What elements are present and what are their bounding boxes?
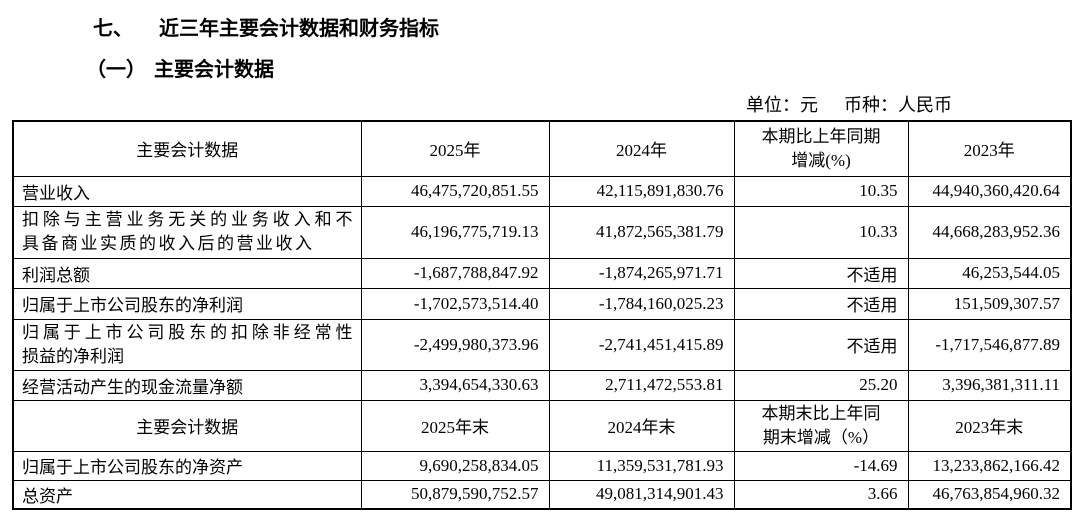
table-row-revenue: 营业收入 46,475,720,851.55 42,115,891,830.76…: [12, 175, 1072, 207]
section-title: 近三年主要会计数据和财务指标: [159, 18, 439, 40]
value-2023: 13,233,862,166.42: [907, 450, 1072, 481]
table-row-adjusted-revenue: 扣除与主营业务无关的业务收入和不 具备商业实质的收入后的营业收入 46,196,…: [12, 205, 1072, 259]
value-change: 10.35: [733, 175, 909, 207]
header-2025: 2025年: [360, 120, 550, 177]
value-2024: -2,741,451,415.89: [548, 318, 735, 371]
row-label: 利润总额: [12, 257, 362, 289]
table-header-row-period-end: 主要会计数据 2025年末 2024年末 本期末比上年同 期末增减（%） 202…: [12, 399, 1072, 452]
row-label-line2: 具备商业实质的收入后的营业收入: [22, 234, 315, 253]
row-label-line2: 损益的净利润: [22, 346, 124, 366]
row-label: 归属于上市公司股东的净利润: [12, 287, 362, 320]
subsection-heading: （一） 主要会计数据: [86, 53, 274, 82]
value-2024: 42,115,891,830.76: [548, 175, 735, 207]
accounting-data-table: 主要会计数据 2025年 2024年 本期比上年同期 增减(%) 2023年 营…: [12, 120, 1072, 510]
value-2025: 50,879,590,752.57: [360, 479, 550, 509]
header-2024: 2024年: [548, 120, 735, 177]
section-number: 七、: [93, 18, 133, 40]
unit-label: 单位：元: [746, 95, 818, 115]
header-change-end: 本期末比上年同 期末增减（%）: [733, 399, 909, 452]
value-2025: -1,702,573,514.40: [360, 287, 550, 320]
section-heading: 七、 近三年主要会计数据和财务指标: [93, 12, 439, 41]
value-2023: 46,763,854,960.32: [907, 479, 1072, 509]
value-change: 3.66: [733, 479, 909, 509]
value-2024: 11,359,531,781.93: [548, 450, 735, 481]
header-change-line2: 增减(%): [791, 150, 851, 170]
value-change: 不适用: [733, 287, 909, 320]
value-2023: 46,253,544.05: [907, 257, 1072, 289]
header-2025-end: 2025年末: [360, 399, 550, 452]
row-label-line1: 归属于上市公司股东的扣除非经常性: [22, 322, 353, 342]
table-row-net-profit: 归属于上市公司股东的净利润 -1,702,573,514.40 -1,784,1…: [12, 287, 1072, 320]
unit-note: 单位：元 币种：人民币: [12, 91, 1070, 117]
row-label: 归属于上市公司股东的扣除非经常性 损益的净利润: [12, 318, 362, 371]
value-2024: -1,874,265,971.71: [548, 257, 735, 289]
value-change: 25.20: [733, 369, 909, 401]
value-2024: 2,711,472,553.81: [548, 369, 735, 401]
table-row-operating-cash-flow: 经营活动产生的现金流量净额 3,394,654,330.63 2,711,472…: [12, 369, 1072, 401]
value-2025: -2,499,980,373.96: [360, 318, 550, 371]
value-2024: -1,784,160,025.23: [548, 287, 735, 320]
value-2025: 9,690,258,834.05: [360, 450, 550, 481]
row-label: 营业收入: [12, 175, 362, 207]
row-label: 总资产: [12, 479, 362, 509]
value-2025: 46,196,775,719.13: [360, 205, 550, 259]
value-2023: 151,509,307.57: [907, 287, 1072, 320]
header-metric: 主要会计数据: [12, 120, 362, 177]
header-change-end-line1: 本期末比上年同: [761, 403, 881, 423]
header-2023-end: 2023年末: [907, 399, 1072, 452]
row-label: 经营活动产生的现金流量净额: [12, 369, 362, 401]
value-change: 不适用: [733, 318, 909, 371]
row-label-line1: 扣除与主营业务无关的业务收入和不: [22, 210, 353, 229]
row-label: 扣除与主营业务无关的业务收入和不 具备商业实质的收入后的营业收入: [12, 205, 362, 259]
value-2025: 46,475,720,851.55: [360, 175, 550, 207]
header-2024-end: 2024年末: [548, 399, 735, 452]
currency-label: 币种：人民币: [844, 95, 952, 115]
header-2023: 2023年: [907, 120, 1072, 177]
value-2023: 3,396,381,311.11: [907, 369, 1072, 401]
table-row-net-profit-excl-nonrecurring: 归属于上市公司股东的扣除非经常性 损益的净利润 -2,499,980,373.9…: [12, 318, 1072, 371]
subsection-title: 主要会计数据: [154, 59, 274, 81]
header-change: 本期比上年同期 增减(%): [733, 120, 909, 177]
value-2023: -1,717,546,877.89: [907, 318, 1072, 371]
value-2024: 49,081,314,901.43: [548, 479, 735, 509]
header-change-end-line2: 期末增减（%）: [762, 427, 880, 447]
value-2025: 3,394,654,330.63: [360, 369, 550, 401]
value-2025: -1,687,788,847.92: [360, 257, 550, 289]
table-header-row-period: 主要会计数据 2025年 2024年 本期比上年同期 增减(%) 2023年: [12, 120, 1072, 177]
value-change: 不适用: [733, 257, 909, 289]
value-2023: 44,940,360,420.64: [907, 175, 1072, 207]
row-label: 归属于上市公司股东的净资产: [12, 450, 362, 481]
value-2024: 41,872,565,381.79: [548, 205, 735, 259]
value-2023: 44,668,283,952.36: [907, 205, 1072, 259]
subsection-number: （一）: [86, 59, 146, 81]
table-row-net-assets: 归属于上市公司股东的净资产 9,690,258,834.05 11,359,53…: [12, 450, 1072, 481]
header-metric: 主要会计数据: [12, 399, 362, 452]
header-change-line1: 本期比上年同期: [761, 126, 881, 146]
value-change: -14.69: [733, 450, 909, 481]
table-row-total-profit: 利润总额 -1,687,788,847.92 -1,874,265,971.71…: [12, 257, 1072, 289]
table-row-total-assets: 总资产 50,879,590,752.57 49,081,314,901.43 …: [12, 479, 1072, 509]
value-change: 10.33: [733, 205, 909, 259]
